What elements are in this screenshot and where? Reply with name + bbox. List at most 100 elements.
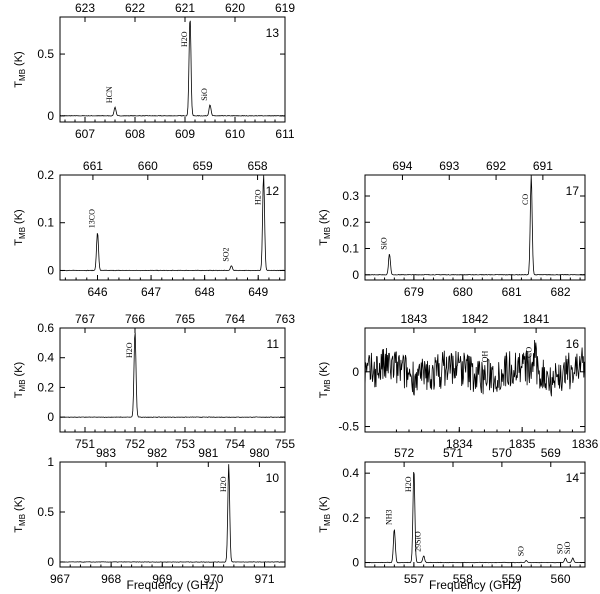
plot-frame [364, 174, 586, 281]
x-tick-label: 648 [195, 285, 215, 299]
top-tick-label: 571 [443, 446, 463, 460]
plot-frame [59, 16, 286, 123]
x-tick-label: 751 [75, 437, 95, 451]
panel-number: 11 [267, 337, 280, 351]
y-tick-label: 0 [47, 263, 54, 277]
x-tick-label: 682 [551, 285, 571, 299]
x-tick-label: 608 [125, 127, 145, 141]
panel-17: 679 680 681 682 694 693 692 691 0 0.1 0.2 0.3 TMB(K)… [318, 159, 586, 299]
panel-number: 17 [566, 184, 580, 198]
top-tick-label: 620 [225, 1, 245, 15]
panel-number: 10 [266, 471, 280, 485]
y-tick-label: -0.5 [338, 420, 359, 434]
x-tick-label: 970 [203, 572, 223, 586]
x-tick-label: 755 [275, 437, 295, 451]
line-label: CO [521, 194, 530, 205]
y-tick-label: 0 [352, 556, 359, 570]
top-tick-label: 763 [275, 312, 295, 326]
spectrum-line [60, 464, 286, 563]
panel-11: 751 752 753 754 755 767 766 765 764 763 0 0.2 0.4 0.6… [13, 312, 295, 451]
line-label: CO [525, 347, 534, 358]
x-tick-label: 647 [141, 285, 161, 299]
top-tick-label: 692 [486, 159, 506, 173]
top-tick-label: 572 [394, 446, 414, 460]
y-tick-label: 0.5 [37, 47, 54, 61]
x-axis-label: Frequency (GHz) [126, 578, 218, 592]
line-label: SO [516, 546, 525, 556]
panel-number: 14 [566, 471, 580, 485]
y-axis-label: TMB(K) [13, 362, 27, 398]
x-tick-label: 611 [275, 127, 294, 141]
y-tick-label: 0 [47, 109, 54, 123]
line-label: SO2 [221, 247, 230, 261]
top-tick-label: 691 [533, 159, 553, 173]
top-tick-label: 659 [193, 159, 213, 173]
x-tick-label: 752 [125, 437, 145, 451]
y-tick-label: 0.2 [342, 215, 359, 229]
line-label: SiO [563, 541, 572, 554]
line-label: H2O [125, 342, 134, 358]
plot-frame [59, 461, 286, 568]
x-tick-label: 971 [255, 572, 275, 586]
line-label: H2O [404, 476, 413, 492]
top-tick-label: 765 [175, 312, 195, 326]
top-tick-label: 1843 [401, 312, 428, 326]
x-tick-label: 680 [453, 285, 473, 299]
top-tick-label: 982 [147, 446, 167, 460]
y-axis-label: TMB(K) [318, 496, 332, 532]
top-tick-label: 694 [392, 159, 412, 173]
x-tick-label: 559 [502, 572, 522, 586]
y-tick-label: 0.4 [37, 351, 54, 365]
y-axis-label: TMB(K) [13, 496, 27, 532]
top-tick-label: 621 [175, 1, 195, 15]
y-tick-label: 1 [47, 455, 54, 469]
top-tick-label: 569 [541, 446, 561, 460]
x-tick-label: 679 [404, 285, 424, 299]
line-label: SiO [200, 88, 209, 101]
y-tick-label: 0 [47, 555, 54, 569]
y-axis-label: TMB(K) [318, 209, 332, 245]
x-tick-label: 610 [225, 127, 245, 141]
x-tick-label: 557 [404, 572, 424, 586]
top-tick-label: 981 [198, 446, 218, 460]
top-tick-label: 1841 [523, 312, 550, 326]
top-tick-label: 622 [125, 1, 145, 15]
line-label: H2O [254, 189, 263, 205]
y-tick-label: 0.2 [37, 168, 54, 182]
panel-10: 967 968 969 970 971 983 982 981 980 0 0.5 1 TMB(K) 10… [13, 446, 286, 592]
top-tick-label: 980 [249, 446, 269, 460]
y-tick-label: 0.3 [342, 189, 359, 203]
x-tick-label: 1835 [509, 437, 536, 451]
x-tick-label: 607 [75, 127, 95, 141]
x-tick-label: 560 [551, 572, 571, 586]
top-tick-label: 570 [492, 446, 512, 460]
x-tick-label: 1836 [572, 437, 599, 451]
x-tick-label: 969 [152, 572, 172, 586]
top-tick-label: 623 [75, 1, 95, 15]
y-axis-label: TMB(K) [13, 209, 27, 245]
panel-13: 607 608 609 610 611 623 622 621 620 619 0 0.5 TMB(K)… [13, 1, 295, 141]
y-tick-label: 0 [352, 365, 359, 379]
spectrum-line [364, 471, 586, 564]
panel-12: 646 647 648 649 661 660 659 658 0 0.1 0.2 TMB(K) 12 1… [13, 159, 286, 299]
plot-frame [364, 461, 586, 568]
panel-16: 1834 1835 1836 1843 1842 1841 -0.5 0 TMB(K) 16 OH C… [318, 312, 599, 451]
y-tick-label: 0.2 [37, 380, 54, 394]
line-label: HCN [105, 86, 114, 103]
line-label: H2O [180, 31, 189, 47]
line-label: SiO [379, 237, 388, 250]
top-tick-label: 619 [275, 1, 295, 15]
y-tick-label: 0.4 [342, 466, 359, 480]
spectrum-line [59, 20, 286, 117]
y-axis-label: TMB(K) [318, 362, 332, 398]
panel-number: 12 [266, 184, 280, 198]
top-tick-label: 658 [248, 159, 268, 173]
x-tick-label: 968 [101, 572, 121, 586]
spectrum-line [60, 332, 286, 418]
top-tick-label: 660 [138, 159, 158, 173]
y-tick-label: 0.1 [37, 216, 54, 230]
panel-number: 16 [566, 337, 580, 351]
line-label: H2O [219, 476, 228, 492]
top-tick-label: 766 [125, 312, 145, 326]
x-tick-label: 1834 [446, 437, 473, 451]
